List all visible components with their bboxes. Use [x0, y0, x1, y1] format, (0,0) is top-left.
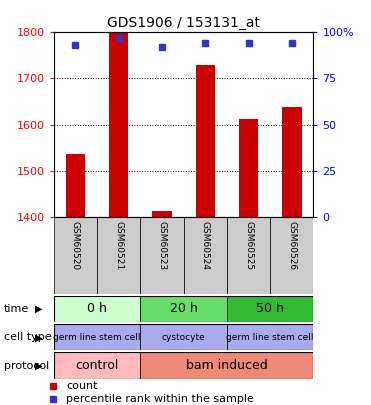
Text: germ line stem cell: germ line stem cell — [53, 333, 141, 342]
Bar — [227, 296, 313, 322]
Bar — [152, 211, 172, 217]
Bar — [109, 32, 128, 217]
Bar — [270, 217, 313, 294]
Text: GSM60523: GSM60523 — [158, 220, 167, 270]
Text: count: count — [66, 381, 98, 391]
Text: GSM60520: GSM60520 — [71, 220, 80, 270]
Bar — [54, 324, 140, 350]
Text: GSM60521: GSM60521 — [114, 220, 123, 270]
Text: 0 h: 0 h — [87, 302, 107, 315]
Text: GSM60524: GSM60524 — [201, 220, 210, 269]
Text: percentile rank within the sample: percentile rank within the sample — [66, 394, 254, 404]
Bar — [54, 217, 97, 294]
Text: ▶: ▶ — [35, 333, 43, 342]
Bar — [184, 217, 227, 294]
Text: protocol: protocol — [4, 361, 49, 371]
Bar — [140, 296, 227, 322]
Bar — [54, 296, 140, 322]
Bar — [239, 119, 258, 217]
Text: bam induced: bam induced — [186, 359, 268, 372]
Bar — [66, 154, 85, 217]
Bar — [196, 65, 215, 217]
Text: GSM60525: GSM60525 — [244, 220, 253, 270]
Bar — [140, 217, 184, 294]
Bar — [140, 352, 313, 379]
Text: germ line stem cell: germ line stem cell — [226, 333, 314, 342]
Bar — [140, 324, 227, 350]
Text: 50 h: 50 h — [256, 302, 284, 315]
Text: 20 h: 20 h — [170, 302, 197, 315]
Text: ▶: ▶ — [35, 361, 43, 371]
Bar — [54, 352, 140, 379]
Bar — [282, 107, 302, 217]
Text: ▶: ▶ — [35, 304, 43, 314]
Bar — [227, 217, 270, 294]
Text: control: control — [75, 359, 119, 372]
Text: GSM60526: GSM60526 — [288, 220, 296, 270]
Bar — [227, 324, 313, 350]
Bar — [97, 217, 140, 294]
Text: time: time — [4, 304, 29, 314]
Text: cell type: cell type — [4, 333, 51, 342]
Title: GDS1906 / 153131_at: GDS1906 / 153131_at — [107, 16, 260, 30]
Text: cystocyte: cystocyte — [162, 333, 206, 342]
